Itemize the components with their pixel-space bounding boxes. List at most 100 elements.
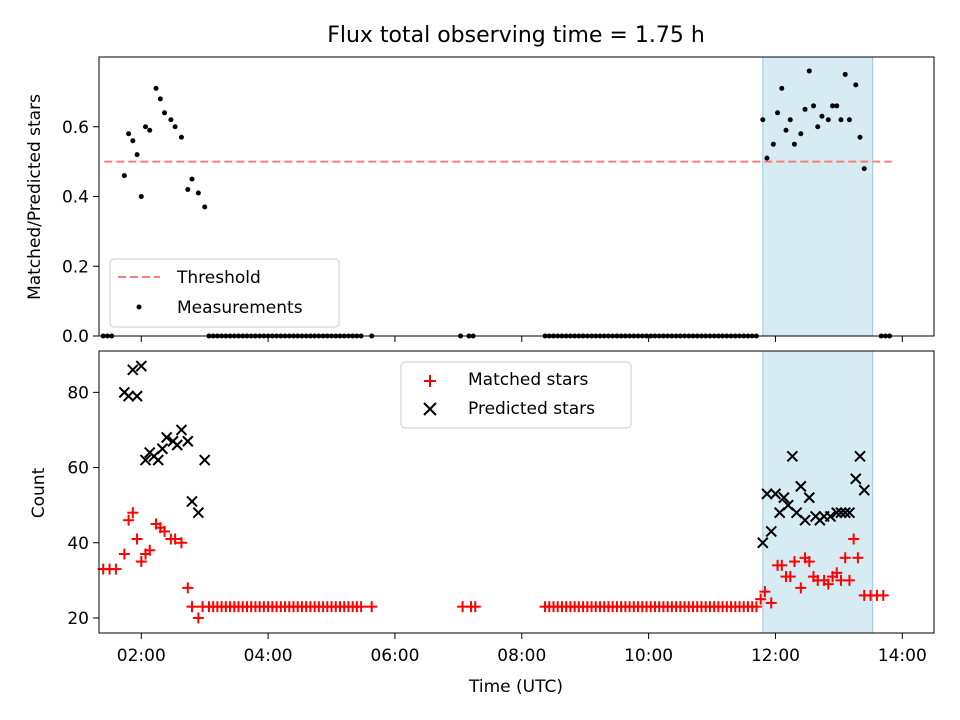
matched-stars-point bbox=[877, 589, 889, 601]
matched-stars-point bbox=[822, 578, 834, 590]
top-panel: 0.0 0.2 0.4 0.6 Flux total observing time =… bbox=[25, 23, 935, 347]
measurement-point bbox=[787, 117, 793, 123]
measurement-point bbox=[798, 131, 804, 137]
measurement-point bbox=[764, 155, 770, 161]
y-tick-label: 40 bbox=[67, 534, 89, 554]
matched-stars-point bbox=[839, 552, 851, 564]
matched-stars-point bbox=[831, 567, 843, 579]
y-tick-label: 60 bbox=[67, 459, 89, 479]
predicted-stars-point bbox=[854, 450, 866, 462]
bottom-x-ticks: 02:00 04:00 06:00 08:00 10:00 12:00 14:00 bbox=[117, 633, 927, 666]
matched-stars-point bbox=[186, 601, 198, 613]
predicted-stars-point bbox=[152, 454, 164, 466]
predicted-stars-point bbox=[122, 390, 135, 402]
measurement-point bbox=[195, 190, 201, 196]
predicted-stars-point bbox=[182, 435, 194, 447]
chart-title: Flux total observing time = 1.75 h bbox=[327, 23, 705, 48]
measurement-point bbox=[153, 85, 159, 91]
measurement-point bbox=[853, 82, 859, 88]
top-legend: Threshold Measurements bbox=[109, 258, 340, 328]
measurement-point bbox=[134, 152, 140, 158]
predicted-stars-point bbox=[192, 506, 205, 519]
matched-stars-point bbox=[788, 556, 800, 568]
y-tick-label: 80 bbox=[67, 383, 89, 403]
matched-stars-point bbox=[355, 601, 367, 613]
matched-stars-point bbox=[123, 514, 135, 526]
matched-stars-point bbox=[144, 544, 156, 556]
matched-stars-point bbox=[159, 525, 171, 537]
predicted-stars-point bbox=[799, 514, 811, 526]
measurement-point bbox=[168, 117, 174, 123]
measurement-point bbox=[783, 127, 789, 133]
matched-stars-point bbox=[469, 601, 481, 613]
bottom-legend-box bbox=[400, 361, 632, 429]
predicted-stars-point bbox=[139, 454, 152, 466]
measurement-point bbox=[143, 124, 149, 130]
predicted-stars-point bbox=[135, 360, 147, 372]
measurement-point bbox=[147, 127, 153, 133]
x-tick-label: 02:00 bbox=[117, 646, 166, 666]
measurement-point bbox=[802, 106, 808, 112]
measurement-point bbox=[178, 134, 184, 140]
bottom-y-axis-label: Count bbox=[29, 467, 49, 518]
measurement-point bbox=[130, 138, 136, 144]
x-tick-label: 10:00 bbox=[624, 646, 673, 666]
top-x-ticks bbox=[140, 336, 903, 342]
measurement-point bbox=[806, 68, 812, 74]
measurement-point bbox=[770, 141, 776, 147]
measurement-point bbox=[172, 124, 178, 130]
y-tick-label: 20 bbox=[67, 609, 89, 629]
legend-predicted-swatch bbox=[423, 402, 437, 416]
measurement-point bbox=[825, 117, 831, 123]
legend-matched-label: Matched stars bbox=[468, 370, 588, 390]
measurement-point bbox=[138, 194, 144, 199]
top-legend-box bbox=[109, 258, 340, 328]
bottom-legend: Matched stars Predicted stars bbox=[400, 361, 632, 429]
predicted-stars-point bbox=[778, 491, 790, 504]
predicted-stars-point bbox=[186, 495, 198, 508]
matched-stars-points bbox=[97, 507, 889, 624]
matched-stars-point bbox=[759, 586, 771, 598]
x-tick-label: 06:00 bbox=[370, 646, 419, 666]
predicted-stars-point bbox=[824, 510, 837, 523]
matched-stars-point bbox=[366, 601, 378, 613]
measurement-point bbox=[861, 166, 867, 172]
measurement-point bbox=[830, 103, 836, 109]
matched-stars-point bbox=[852, 552, 864, 564]
predicted-stars-point bbox=[198, 454, 211, 466]
predicted-stars-point bbox=[160, 431, 173, 444]
legend-measurements-label: Measurements bbox=[177, 298, 303, 318]
measurement-point bbox=[815, 124, 821, 130]
measurement-point bbox=[202, 204, 208, 210]
matched-stars-point bbox=[182, 582, 194, 594]
measurement-point bbox=[162, 110, 168, 116]
shaded-interval bbox=[762, 56, 874, 337]
top-y-axis-label: Matched/Predicted stars bbox=[25, 94, 45, 300]
predicted-stars-point bbox=[761, 488, 773, 500]
observing-window-shade-top bbox=[762, 56, 874, 337]
predicted-stars-point bbox=[786, 450, 799, 462]
predicted-stars-point bbox=[175, 424, 188, 436]
measurement-point bbox=[846, 117, 852, 123]
matched-stars-point bbox=[803, 556, 815, 568]
observing-window-shade-bottom bbox=[762, 350, 874, 634]
matched-stars-point bbox=[848, 533, 860, 545]
matched-stars-point bbox=[755, 593, 767, 605]
matched-stars-point bbox=[110, 563, 122, 575]
predicted-stars-point bbox=[171, 439, 183, 451]
measurement-point bbox=[760, 117, 766, 123]
matched-stars-point bbox=[118, 548, 130, 560]
legend-predicted-label: Predicted stars bbox=[468, 399, 595, 419]
predicted-stars-point bbox=[831, 506, 843, 519]
predicted-stars-point bbox=[127, 364, 139, 376]
measurement-point bbox=[779, 85, 785, 91]
predicted-stars-points bbox=[118, 360, 870, 549]
measurement-point bbox=[811, 103, 817, 109]
x-tick-label: 08:00 bbox=[497, 646, 546, 666]
x-axis-label: Time (UTC) bbox=[468, 677, 563, 697]
predicted-stars-point bbox=[835, 506, 847, 519]
predicted-stars-point bbox=[858, 484, 870, 496]
predicted-stars-point bbox=[757, 537, 769, 549]
x-tick-label: 12:00 bbox=[751, 646, 800, 666]
